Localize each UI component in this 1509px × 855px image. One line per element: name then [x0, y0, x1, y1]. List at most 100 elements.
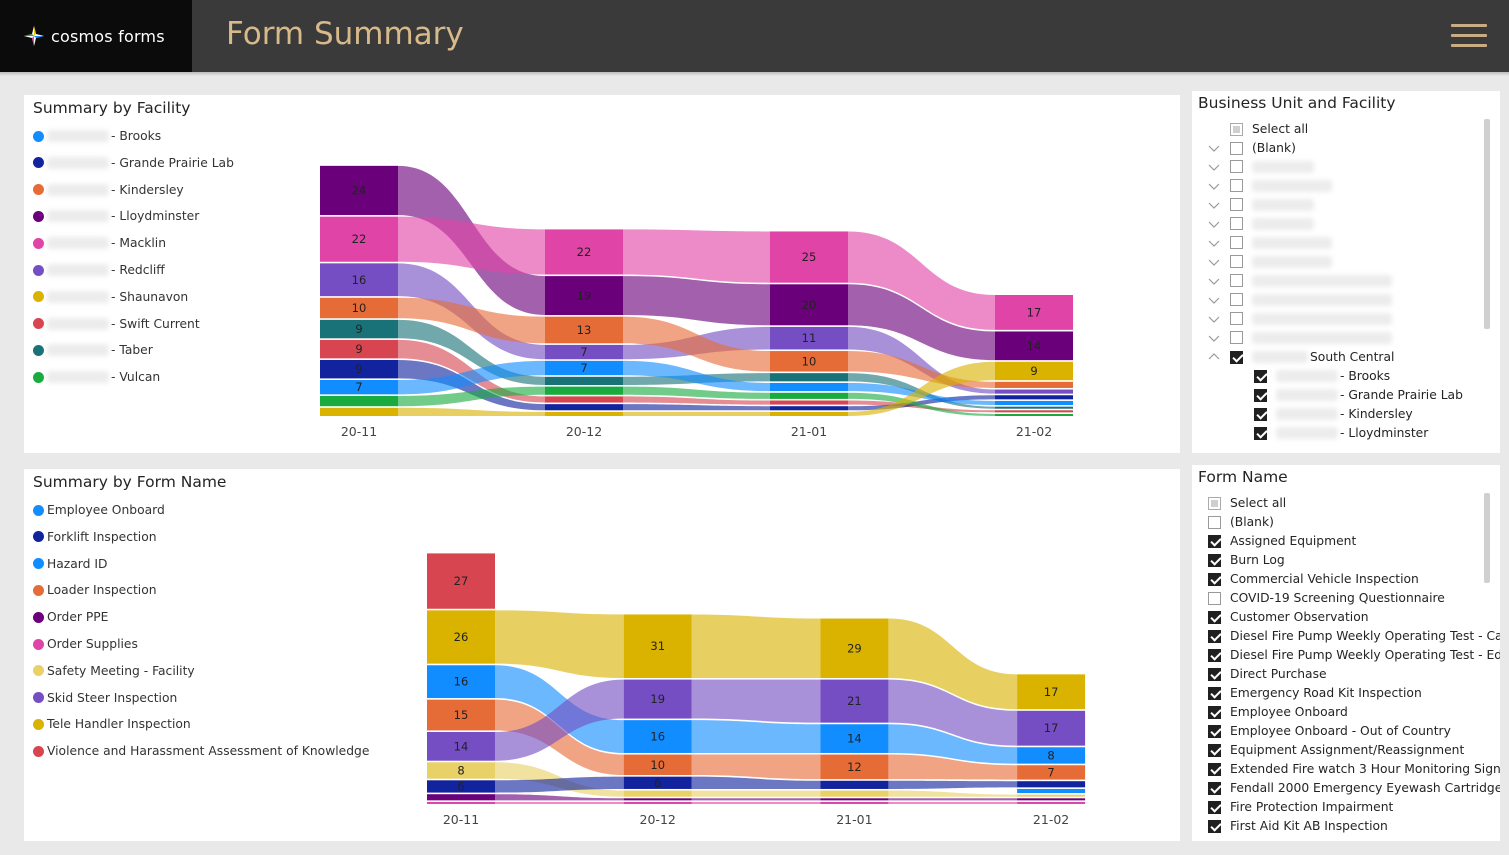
bar-violence-and-harassment-assessment-of-knowledge-20-11[interactable]	[427, 553, 495, 609]
form-legend-tele-handler-inspection[interactable]: Tele Handler Inspection	[33, 717, 191, 731]
facility-legend-redcliff[interactable]: - Redcliff	[33, 263, 165, 277]
bu-slicer-item[interactable]	[1208, 198, 1316, 211]
ribbon-tele-handler-inspection-0[interactable]	[495, 610, 624, 678]
ribbon-forklift-inspection-0[interactable]	[495, 776, 624, 793]
bar-loader-inspection-20-11[interactable]	[427, 699, 495, 731]
facility-legend-shaunavon[interactable]: - Shaunavon	[33, 290, 188, 304]
form-slicer-item-employee-onboard-out-of-country[interactable]: Employee Onboard - Out of Country	[1208, 724, 1451, 738]
form-slicer-item-diesel-fire-pump-weekly-operating-test-car[interactable]: Diesel Fire Pump Weekly Operating Test -…	[1208, 629, 1500, 643]
bar-order-ppe-20-11[interactable]	[427, 794, 495, 801]
checkbox[interactable]	[1230, 255, 1243, 268]
facility-legend-vulcan[interactable]: - Vulcan	[33, 370, 160, 384]
ribbon-order-ppe-1[interactable]	[691, 798, 821, 801]
bu-slicer-item[interactable]	[1208, 331, 1394, 344]
bar-forklift-inspection-20-11[interactable]	[427, 780, 495, 793]
bar-shaunavon-21-01[interactable]	[770, 411, 848, 416]
ribbon-order-ppe-2[interactable]	[888, 798, 1018, 801]
ribbon-grande-prairie-lab-0[interactable]	[398, 359, 545, 411]
checkbox[interactable]	[1208, 819, 1221, 833]
bu-slicer-item[interactable]: - Brooks	[1254, 369, 1390, 383]
checkbox[interactable]	[1230, 141, 1243, 155]
chevron-down-icon[interactable]	[1208, 332, 1220, 344]
ribbon-brooks-1[interactable]	[623, 360, 770, 392]
bar-order-ppe-21-01[interactable]	[820, 798, 889, 801]
bu-slicer-item[interactable]	[1208, 160, 1316, 173]
bar-grande-prairie-lab-20-11[interactable]	[320, 359, 398, 379]
bar-brooks-20-12[interactable]	[545, 360, 623, 376]
bu-slicer-item[interactable]	[1208, 236, 1334, 249]
ribbon-order-supplies-0[interactable]	[495, 801, 624, 804]
ribbon-lloydminster-2[interactable]	[848, 284, 995, 361]
bu-slicer-item[interactable]	[1208, 274, 1394, 287]
form-slicer-scrollbar[interactable]	[1484, 493, 1490, 583]
bar-hazard-id-20-11[interactable]	[427, 665, 495, 699]
facility-legend-macklin[interactable]: - Macklin	[33, 236, 166, 250]
checkbox[interactable]	[1230, 312, 1243, 325]
bar-safety-meeting-facility-21-01[interactable]	[820, 790, 889, 797]
bar-skid-steer-inspection-21-02[interactable]	[1017, 710, 1086, 746]
facility-legend-lloydminster[interactable]: - Lloydminster	[33, 209, 199, 223]
checkbox[interactable]	[1208, 648, 1221, 662]
checkbox[interactable]	[1208, 781, 1221, 795]
checkbox[interactable]	[1208, 572, 1221, 586]
checkbox[interactable]	[1208, 629, 1221, 643]
bar-taber-21-01[interactable]	[770, 373, 848, 382]
ribbon-vulcan-1[interactable]	[623, 386, 770, 399]
ribbon-vulcan-2[interactable]	[848, 392, 995, 416]
chevron-down-icon[interactable]	[1208, 237, 1220, 249]
form-slicer-item-equipment-assignment-reassignment[interactable]: Equipment Assignment/Reassignment	[1208, 743, 1464, 757]
chevron-down-icon[interactable]	[1208, 218, 1220, 230]
bar-vulcan-21-01[interactable]	[770, 392, 848, 399]
form-legend-hazard-id[interactable]: Hazard ID	[33, 557, 107, 571]
checkbox[interactable]	[1230, 198, 1243, 211]
ribbon-lloydminster-1[interactable]	[623, 276, 770, 326]
bar-loader-inspection-20-12[interactable]	[623, 754, 692, 776]
logo[interactable]: cosmos forms	[0, 0, 192, 72]
bar-skid-steer-inspection-20-12[interactable]	[623, 679, 692, 719]
bar-hazard-id-20-12[interactable]	[623, 720, 692, 753]
bar-brooks-21-01[interactable]	[770, 382, 848, 392]
bar-swift-current-20-12[interactable]	[545, 396, 623, 403]
bu-slicer-item[interactable]: - Kindersley	[1254, 407, 1413, 421]
ribbon-redcliff-2[interactable]	[848, 326, 995, 394]
checkbox[interactable]	[1208, 667, 1221, 681]
checkbox[interactable]	[1208, 534, 1221, 548]
checkbox[interactable]	[1208, 515, 1221, 529]
ribbon-grande-prairie-lab-2[interactable]	[848, 395, 995, 411]
chevron-down-icon[interactable]	[1208, 142, 1220, 154]
bar-order-supplies-21-02[interactable]	[1017, 801, 1086, 804]
checkbox[interactable]	[1208, 743, 1221, 757]
checkbox[interactable]	[1208, 496, 1221, 510]
ribbon-forklift-inspection-1[interactable]	[691, 776, 821, 789]
form-slicer-item-customer-observation[interactable]: Customer Observation	[1208, 610, 1369, 624]
checkbox[interactable]	[1254, 388, 1267, 402]
checkbox[interactable]	[1230, 274, 1243, 287]
chevron-down-icon[interactable]	[1208, 199, 1220, 211]
ribbon-skid-steer-inspection-1[interactable]	[691, 679, 821, 723]
bar-vulcan-20-12[interactable]	[545, 386, 623, 395]
form-legend-employee-onboard[interactable]: Employee Onboard	[33, 503, 165, 517]
bar-forklift-inspection-21-02[interactable]	[1017, 781, 1086, 788]
form-slicer-item-covid-19-screening-questionnaire[interactable]: COVID-19 Screening Questionnaire	[1208, 591, 1445, 605]
bu-slicer-item[interactable]	[1208, 217, 1316, 230]
checkbox[interactable]	[1230, 179, 1243, 192]
form-slicer-item-diesel-fire-pump-weekly-operating-test-eds[interactable]: Diesel Fire Pump Weekly Operating Test -…	[1208, 648, 1500, 662]
form-slicer-item-assigned-equipment[interactable]: Assigned Equipment	[1208, 534, 1356, 548]
ribbon-safety-meeting-facility-1[interactable]	[691, 790, 821, 797]
form-legend-forklift-inspection[interactable]: Forklift Inspection	[33, 530, 157, 544]
form-slicer-item-fendall-2000-emergency-eyewash-cartridge-b[interactable]: Fendall 2000 Emergency Eyewash Cartridge…	[1208, 781, 1500, 795]
bu-slicer-item[interactable]	[1208, 179, 1334, 192]
bar-swift-current-20-11[interactable]	[320, 339, 398, 359]
form-slicer-item-select-all[interactable]: Select all	[1208, 496, 1286, 510]
checkbox[interactable]	[1208, 762, 1221, 776]
bu-slicer-item[interactable]: (Blank)	[1208, 141, 1296, 155]
bar-forklift-inspection-21-01[interactable]	[820, 780, 889, 789]
bu-slicer-item[interactable]: - Grande Prairie Lab	[1254, 388, 1463, 402]
ribbon-shaunavon-1[interactable]	[623, 411, 770, 416]
ribbon-grande-prairie-lab-1[interactable]	[623, 404, 770, 411]
bar-kindersley-21-02[interactable]	[995, 381, 1073, 388]
ribbon-taber-0[interactable]	[398, 319, 545, 385]
checkbox[interactable]	[1208, 553, 1221, 567]
bar-macklin-21-01[interactable]	[770, 231, 848, 283]
bar-redcliff-21-02[interactable]	[995, 389, 1073, 394]
